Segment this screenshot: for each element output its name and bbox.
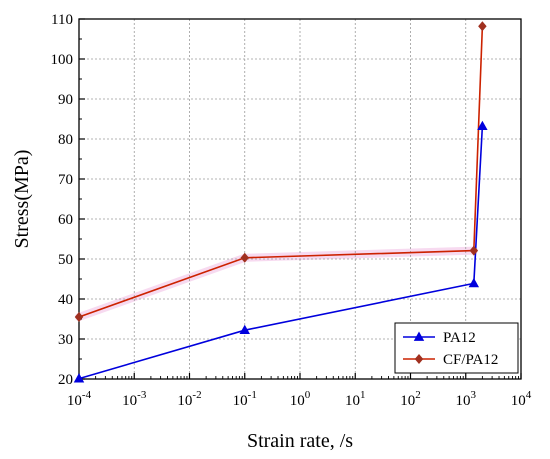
- x-tick-label: 101: [345, 389, 366, 409]
- series-layer: [73, 21, 488, 383]
- data-point: [469, 245, 479, 256]
- series-highlight-layer: [75, 246, 478, 321]
- y-tick-label: 20: [58, 372, 73, 388]
- data-point: [468, 277, 480, 288]
- data-point: [477, 120, 488, 131]
- series-line-1: [78, 26, 484, 318]
- legend-label-cf-pa12: CF/PA12: [443, 352, 498, 368]
- y-tick-label: 70: [58, 172, 73, 188]
- highlight-band: [75, 246, 478, 321]
- x-tick-label: 103: [456, 389, 477, 409]
- legend-marker-cf-pa12: [414, 354, 424, 364]
- x-axis-title: Strain rate, /s: [247, 430, 353, 452]
- y-tick-label: 90: [58, 92, 73, 108]
- y-tick-label: 80: [58, 132, 73, 148]
- y-tick-label: 100: [51, 52, 74, 68]
- grid: [79, 19, 521, 379]
- series-line-0: [78, 126, 484, 380]
- y-tick-label: 50: [58, 252, 73, 268]
- axis-ticks: [78, 18, 522, 380]
- y-axis-title: Stress(MPa): [11, 150, 33, 249]
- y-tick-label: 40: [58, 292, 73, 308]
- legend-marker-pa12: [413, 331, 425, 341]
- x-tick-label: 10-3: [122, 389, 147, 409]
- x-tick-label: 10-2: [177, 389, 201, 409]
- y-tick-label: 30: [58, 332, 73, 348]
- y-tick-label: 60: [58, 212, 73, 228]
- data-point: [240, 252, 249, 263]
- x-tick-label: 10-4: [67, 389, 92, 409]
- legend-label-pa12: PA12: [443, 330, 476, 346]
- data-point: [239, 324, 250, 335]
- legend: PA12 CF/PA12: [394, 322, 519, 374]
- legend-box: [394, 322, 519, 374]
- x-tick-label: 102: [400, 389, 421, 409]
- x-tick-label: 100: [290, 389, 311, 409]
- data-point: [74, 312, 84, 322]
- data-point: [73, 373, 85, 383]
- x-tick-label: 104: [511, 389, 532, 409]
- data-point: [478, 21, 487, 32]
- y-tick-label: 110: [51, 12, 73, 28]
- tick-labels: 20 30 40 50 60 70 80 90 100 110 10-4 10-3 10-2 10-1 10…: [51, 12, 532, 409]
- x-tick-label: 10-1: [233, 389, 257, 409]
